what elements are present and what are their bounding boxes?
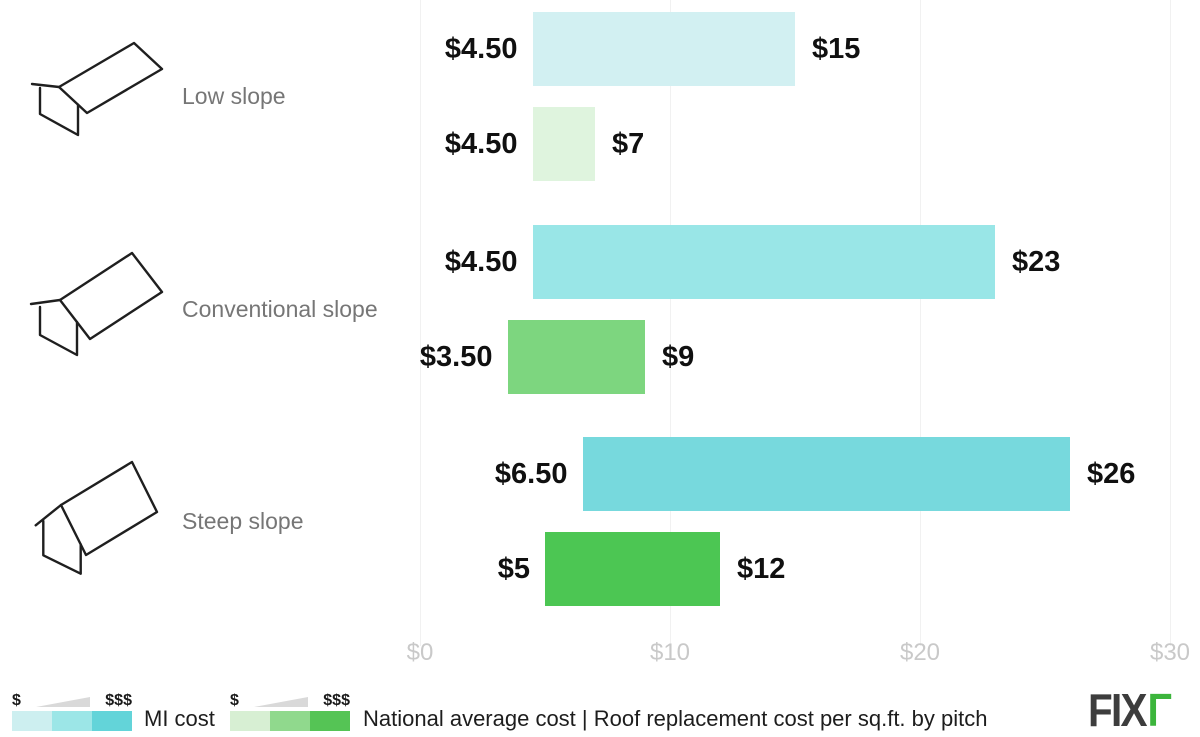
bar-min-value-label: $4.50 <box>444 245 518 278</box>
legend-swatch <box>310 711 350 731</box>
bar <box>532 12 795 86</box>
national-average-legend-label-and-title: National average cost | Roof replacement… <box>363 706 988 731</box>
mi-cost-legend-label: MI cost <box>144 706 215 731</box>
national-legend-swatches <box>230 711 350 731</box>
legend-swatch <box>52 711 92 731</box>
low-slope-house-icon <box>22 32 172 162</box>
bar <box>532 107 595 181</box>
legend-swatch <box>92 711 132 731</box>
dollar-max-label: $$$ <box>105 692 132 709</box>
bar <box>545 532 720 606</box>
gridline <box>1169 0 1171 646</box>
legend-mi-cost: $ $$$ <box>12 690 132 731</box>
gridline <box>919 0 921 646</box>
bar <box>507 320 645 394</box>
x-axis-tick-label: $10 <box>649 639 691 666</box>
mi-cost-scale: $ $$$ <box>12 690 132 709</box>
x-axis-tick-label: $20 <box>899 639 941 666</box>
bar-max-value-label: $12 <box>737 552 786 585</box>
gridline <box>419 0 421 646</box>
legend-swatch <box>270 711 310 731</box>
category-label-steep-slope: Steep slope <box>182 508 304 534</box>
bar-max-value-label: $7 <box>612 127 645 160</box>
bar-max-value-label: $23 <box>1012 245 1061 278</box>
legend-swatch <box>12 711 52 731</box>
mi-legend-swatches <box>12 711 132 731</box>
bar-min-value-label: $4.50 <box>444 32 518 65</box>
dollar-min-label: $ <box>230 692 239 709</box>
steep-slope-house-icon <box>22 455 172 585</box>
bar-max-value-label: $26 <box>1087 457 1136 490</box>
legend-swatch <box>230 711 270 731</box>
conventional-slope-house-icon <box>22 245 172 375</box>
bar-min-value-label: $5 <box>497 552 530 585</box>
legend-national-average: $ $$$ <box>230 690 350 731</box>
category-label-low-slope: Low slope <box>182 83 286 109</box>
bar-max-value-label: $9 <box>662 340 695 373</box>
fixr-logo-fix-text: FIX <box>1088 684 1147 736</box>
gridline <box>669 0 671 646</box>
fixr-logo-r-mark: Γ <box>1147 684 1171 736</box>
bar <box>582 437 1070 511</box>
cost-wedge-icon <box>254 697 309 707</box>
dollar-min-label: $ <box>12 692 21 709</box>
x-axis-tick-label: $30 <box>1149 639 1191 666</box>
bar-max-value-label: $15 <box>812 32 861 65</box>
category-label-conventional-slope: Conventional slope <box>182 296 378 322</box>
dollar-max-label: $$$ <box>323 692 350 709</box>
fixr-logo: FIX Γ <box>1088 684 1172 736</box>
x-axis-tick-label: $0 <box>406 639 434 666</box>
bar-min-value-label: $6.50 <box>494 457 568 490</box>
bar <box>532 225 995 299</box>
national-cost-scale: $ $$$ <box>230 690 350 709</box>
bar-min-value-label: $4.50 <box>444 127 518 160</box>
cost-wedge-icon <box>36 697 91 707</box>
bar-min-value-label: $3.50 <box>419 340 493 373</box>
